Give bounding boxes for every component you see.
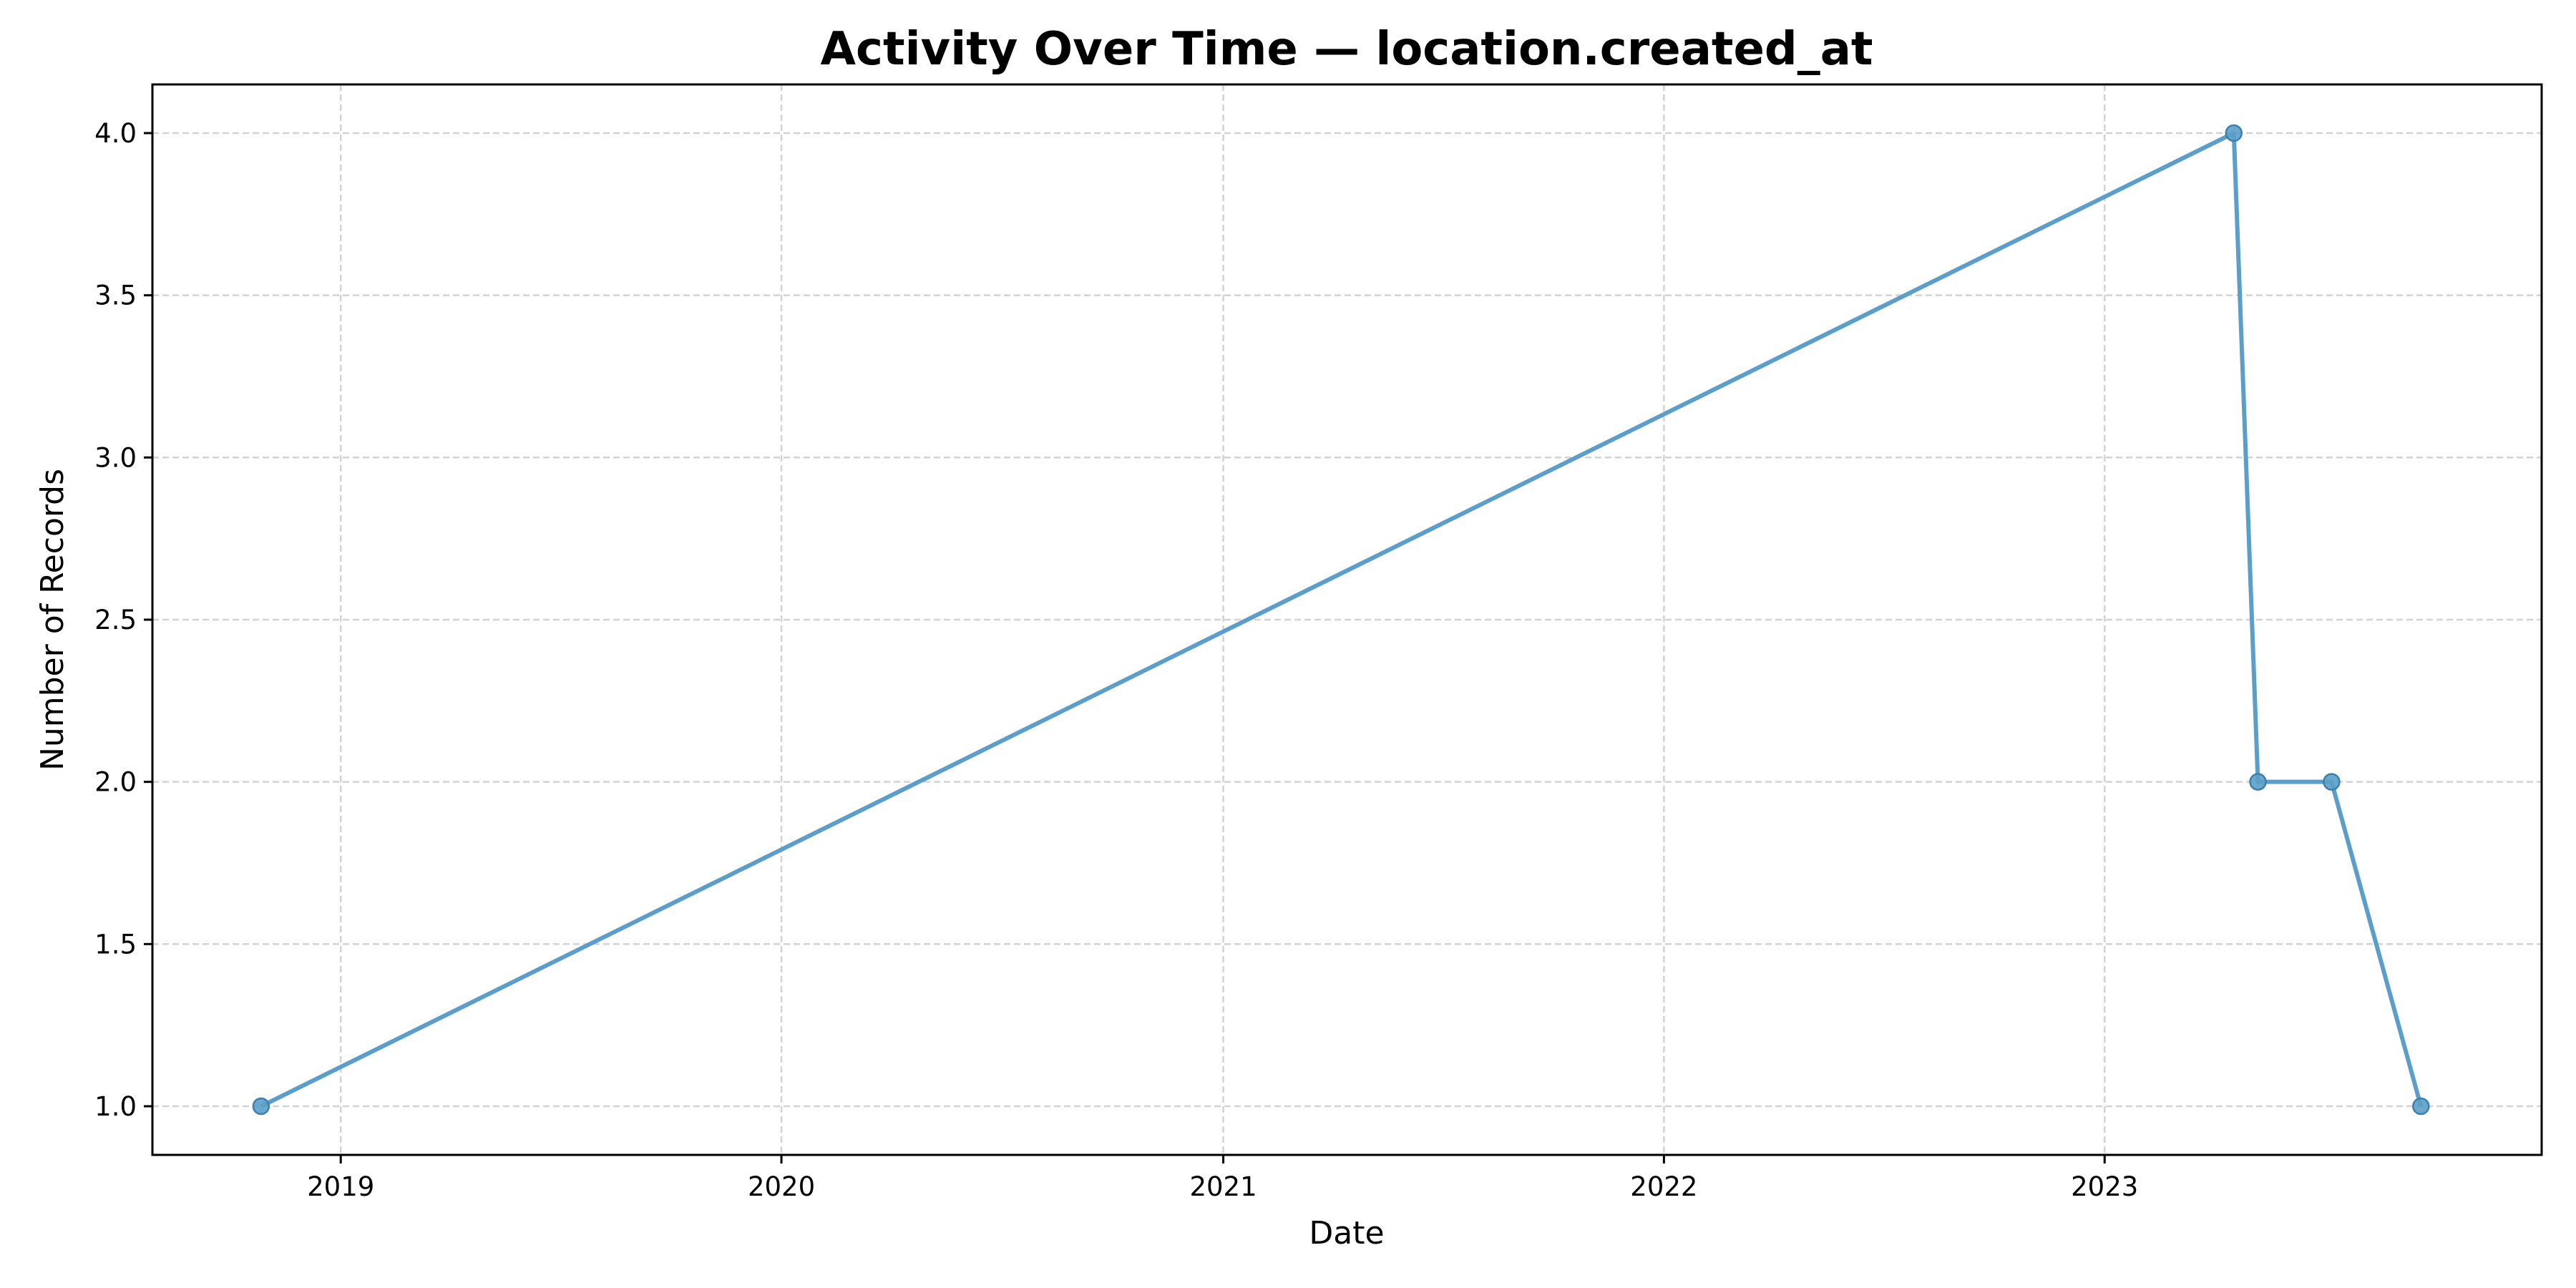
grid-layer xyxy=(152,84,2542,1155)
y-tick-label: 2.5 xyxy=(94,605,137,635)
data-point xyxy=(2323,773,2341,791)
chart-title: Activity Over Time — location.created_at xyxy=(821,23,1873,76)
x-tick-label: 2019 xyxy=(307,1171,374,1202)
data-point xyxy=(2412,1097,2430,1116)
y-tick-label: 1.5 xyxy=(94,929,137,960)
x-axis-label: Date xyxy=(1309,1215,1384,1252)
data-point xyxy=(2249,773,2267,791)
y-tick-label: 2.0 xyxy=(94,767,137,798)
x-tick-label: 2022 xyxy=(1630,1171,1697,1202)
y-axis-label: Number of Records xyxy=(34,469,71,771)
x-axis: 2019 2020 2021 2022 2023 xyxy=(307,1155,2138,1202)
y-tick-label: 4.0 xyxy=(94,118,137,149)
y-axis: 1.0 1.5 2.0 2.5 3.0 3.5 4.0 xyxy=(94,118,152,1122)
x-tick-label: 2021 xyxy=(1189,1171,1257,1202)
x-tick-label: 2020 xyxy=(748,1171,815,1202)
data-point xyxy=(2225,124,2243,142)
x-tick-label: 2023 xyxy=(2071,1171,2138,1202)
y-tick-label: 3.0 xyxy=(94,442,137,473)
series-layer xyxy=(252,124,2430,1116)
data-point xyxy=(252,1097,270,1116)
y-tick-label: 3.5 xyxy=(94,280,137,311)
y-tick-label: 1.0 xyxy=(94,1091,137,1122)
